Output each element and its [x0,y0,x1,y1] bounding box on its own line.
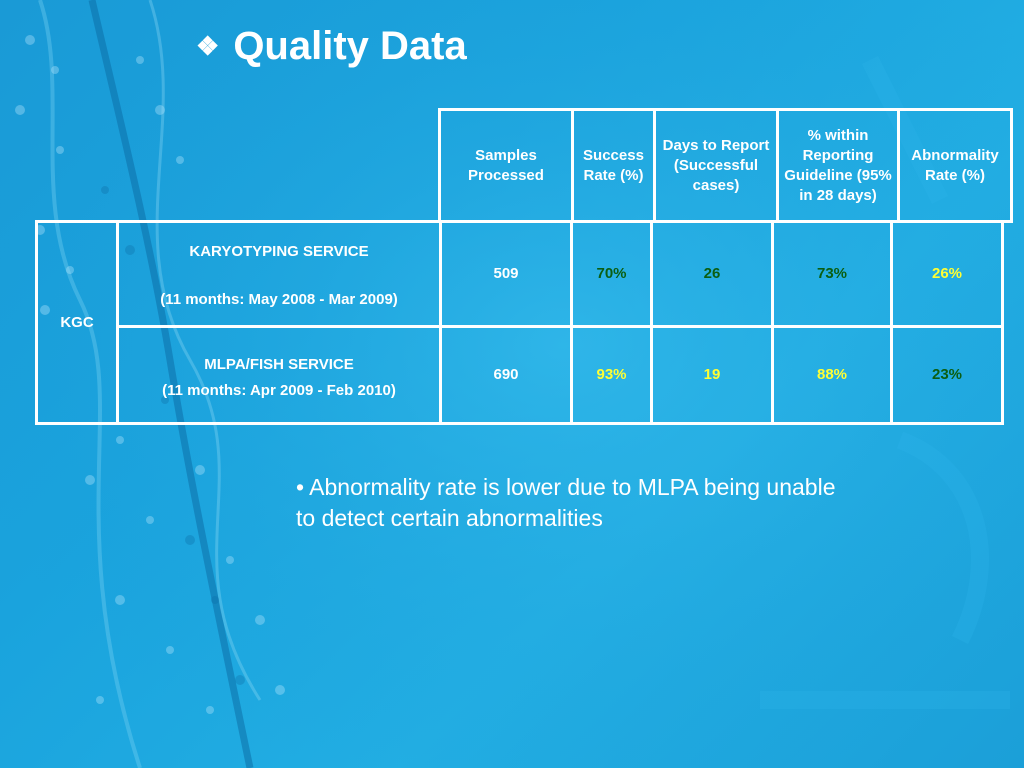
service-cell: MLPA/FISH SERVICE (11 months: Apr 2009 -… [116,325,442,425]
success-rate-cell: 93% [570,325,653,425]
data-table: KGC KARYOTYPING SERVICE (11 months: May … [35,220,1004,425]
column-header-abnormality-rate: Abnormality Rate (%) [897,108,1013,223]
days-to-report-cell: 26 [650,220,774,328]
table-row: MLPA/FISH SERVICE (11 months: Apr 2009 -… [37,325,1004,425]
service-name: MLPA/FISH SERVICE [204,356,354,373]
samples-processed-cell: 690 [439,325,573,425]
within-guideline-cell: 73% [771,220,893,328]
within-guideline-cell: 88% [771,325,893,425]
service-period: (11 months: Apr 2009 - Feb 2010) [162,382,396,399]
service-period: (11 months: May 2008 - Mar 2009) [160,291,398,308]
days-to-report-cell: 19 [650,325,774,425]
success-rate-cell: 70% [570,220,653,328]
service-cell: KARYOTYPING SERVICE (11 months: May 2008… [116,220,442,328]
note-text: • Abnormality rate is lower due to MLPA … [296,474,836,531]
group-label-cell: KGC [35,220,119,425]
table-header: Samples Processed Success Rate (%) Days … [438,108,1013,223]
column-header-days-to-report: Days to Report (Successful cases) [653,108,779,223]
samples-processed-cell: 509 [439,220,573,328]
column-header-within-guideline: % within Reporting Guideline (95% in 28 … [776,108,900,223]
table-row: KGC KARYOTYPING SERVICE (11 months: May … [35,220,1004,425]
column-header-success-rate: Success Rate (%) [571,108,656,223]
abnormality-rate-cell: 26% [890,220,1004,328]
column-header-samples: Samples Processed [438,108,574,223]
service-name: KARYOTYPING SERVICE [189,243,369,260]
page-title-text: Quality Data [233,24,467,68]
page-title: ❖ Quality Data [196,22,467,70]
diamond-bullet-icon: ❖ [196,31,220,61]
abnormality-rate-cell: 23% [890,325,1004,425]
